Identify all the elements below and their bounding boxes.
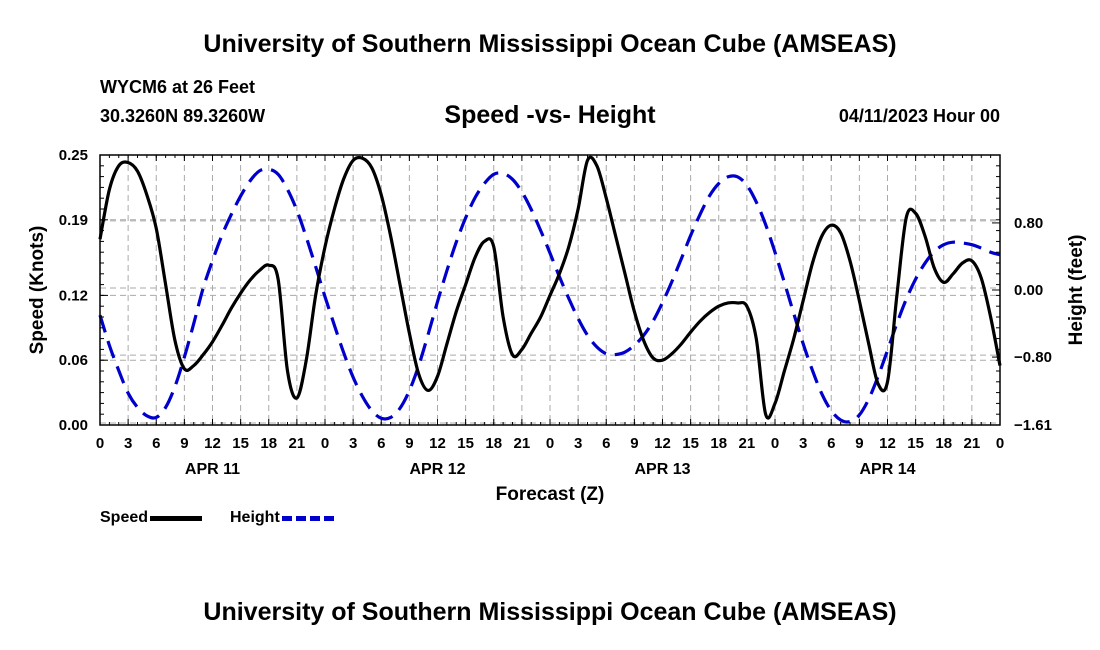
- legend-height: Height: [230, 509, 334, 527]
- footer-title: University of Southern Mississippi Ocean…: [203, 598, 897, 626]
- x-tick-label: 9: [630, 435, 638, 452]
- station-label: WYCM6 at 26 Feet: [100, 77, 256, 97]
- speed-series-line: [98, 155, 1002, 420]
- date-label: APR 12: [409, 461, 465, 478]
- x-tick-label: 15: [907, 435, 924, 452]
- x-tick-label: 0: [546, 435, 554, 452]
- y-left-tick-label: 0.12: [59, 287, 88, 304]
- x-tick-label: 15: [457, 435, 474, 452]
- coordinates-label: 30.3260N 89.3260W: [100, 106, 266, 126]
- legend-height-label: Height: [230, 509, 280, 526]
- y-right-tick-label: −1.61: [1014, 417, 1052, 434]
- series-layer: [98, 155, 1002, 424]
- legend-speed-swatch: [150, 515, 203, 521]
- legend-height-swatch: [281, 515, 334, 521]
- date-label: APR 14: [859, 461, 915, 478]
- x-tick-label: 21: [289, 435, 306, 452]
- date-label: APR 11: [185, 461, 240, 478]
- x-tick-label: 6: [377, 435, 385, 452]
- y-left-tick-label: 0.25: [59, 147, 88, 164]
- x-tick-label: 12: [654, 435, 671, 452]
- x-tick-label: 3: [799, 435, 807, 452]
- x-tick-label: 15: [232, 435, 249, 452]
- legend-speed-label: Speed: [100, 509, 149, 526]
- x-tick-label: 15: [682, 435, 699, 452]
- y-left-tick-label: 0.00: [59, 417, 88, 434]
- date-label: APR 13: [634, 461, 690, 478]
- x-tick-label: 18: [485, 435, 502, 452]
- gridlines: [100, 155, 1000, 425]
- x-tick-label: 6: [827, 435, 835, 452]
- x-tick-label: 12: [429, 435, 446, 452]
- x-tick-label: 18: [935, 435, 952, 452]
- legend-speed: Speed: [100, 509, 203, 527]
- x-tick-label: 21: [514, 435, 531, 452]
- x-tick-label: 0: [996, 435, 1004, 452]
- x-tick-label: 9: [180, 435, 188, 452]
- x-tick-label: 0: [96, 435, 104, 452]
- y-axis-left-label: Speed (Knots): [27, 226, 48, 355]
- x-tick-label: 12: [204, 435, 221, 452]
- x-tick-label: 9: [405, 435, 413, 452]
- y-left-tick-label: 0.19: [59, 212, 88, 229]
- y-axis-right-label: Height (feet): [1066, 235, 1087, 346]
- x-tick-label: 6: [602, 435, 610, 452]
- x-axis-label: Forecast (Z): [496, 484, 605, 505]
- x-tick-label: 6: [152, 435, 160, 452]
- x-tick-label: 21: [739, 435, 756, 452]
- forecast-datetime: 04/11/2023 Hour 00: [838, 106, 1000, 126]
- x-tick-label: 12: [879, 435, 896, 452]
- x-tick-label: 3: [124, 435, 132, 452]
- y-left-tick-label: 0.06: [59, 352, 88, 369]
- y-right-tick-label: 0.80: [1014, 215, 1043, 232]
- x-tick-label: 3: [349, 435, 357, 452]
- x-tick-label: 0: [321, 435, 329, 452]
- y-right-tick-label: 0.00: [1014, 282, 1043, 299]
- x-tick-label: 3: [574, 435, 582, 452]
- chart-title: University of Southern Mississippi Ocean…: [203, 30, 897, 58]
- x-tick-label: 18: [710, 435, 727, 452]
- x-tick-label: 0: [771, 435, 779, 452]
- x-tick-label: 18: [260, 435, 277, 452]
- height-series-line: [98, 167, 1001, 424]
- axis-ticks: 0 3 6 9 12 15 18 21 0 3 6 9 12 15 18 21 0 3 6 9 12 15 18 21 0 3 6 9…: [59, 147, 1052, 478]
- x-tick-label: 21: [964, 435, 981, 452]
- chart-subtitle: Speed -vs- Height: [444, 101, 656, 129]
- y-right-tick-label: −0.80: [1014, 349, 1052, 366]
- x-tick-label: 9: [855, 435, 863, 452]
